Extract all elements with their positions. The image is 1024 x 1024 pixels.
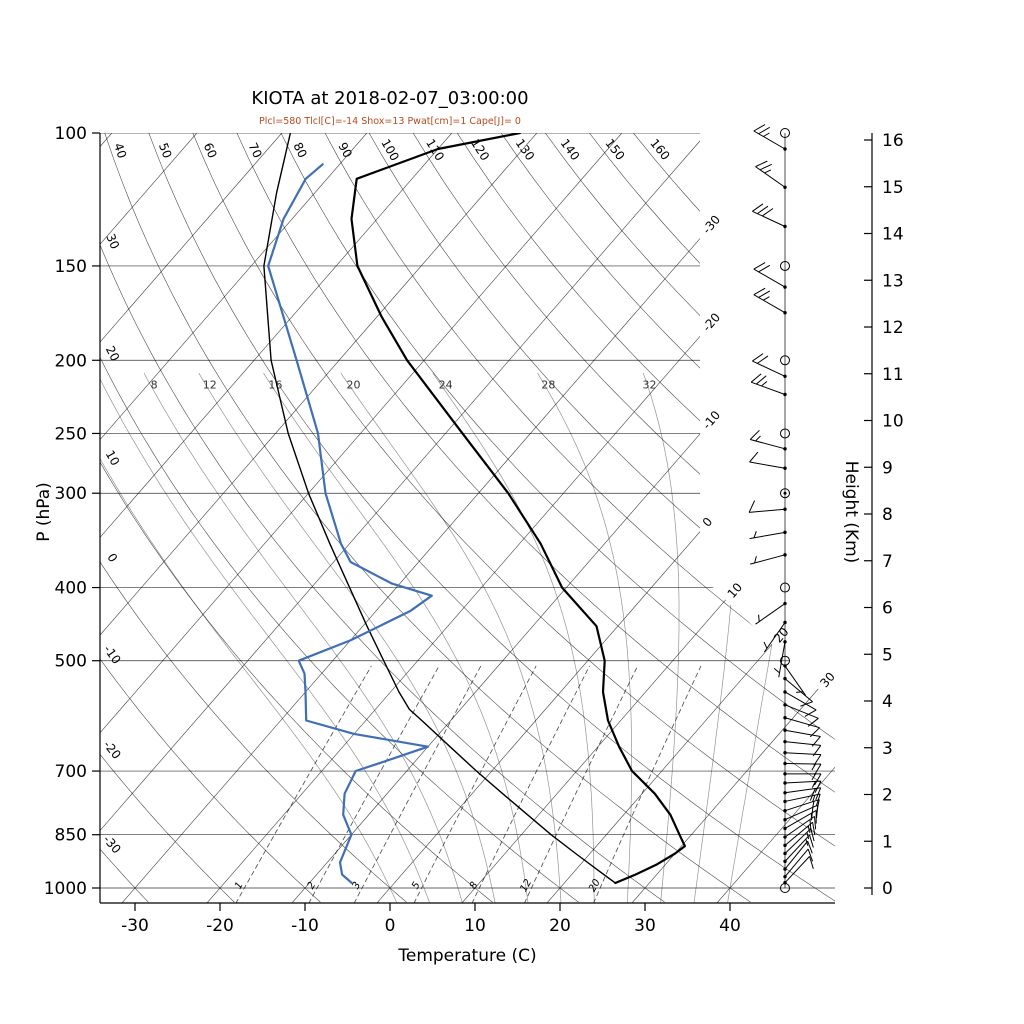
- svg-text:30: 30: [103, 232, 122, 252]
- svg-text:10: 10: [882, 412, 904, 432]
- chart-title: KIOTA at 2018-02-07_03:00:00: [251, 88, 529, 109]
- svg-text:-10: -10: [101, 643, 124, 667]
- svg-text:14: 14: [882, 225, 904, 245]
- svg-text:3: 3: [882, 739, 893, 759]
- svg-text:-30: -30: [700, 213, 723, 237]
- svg-text:3: 3: [351, 880, 364, 891]
- svg-text:300: 300: [55, 484, 87, 504]
- svg-text:16: 16: [882, 131, 904, 151]
- svg-text:10: 10: [464, 916, 486, 936]
- svg-text:-30: -30: [121, 916, 149, 936]
- svg-text:100: 100: [378, 137, 402, 164]
- svg-text:8: 8: [468, 880, 481, 891]
- svg-text:5: 5: [410, 880, 423, 891]
- svg-text:15: 15: [882, 178, 904, 198]
- svg-text:500: 500: [55, 652, 87, 672]
- svg-text:10: 10: [725, 580, 746, 601]
- svg-text:12: 12: [203, 379, 217, 392]
- svg-text:80: 80: [290, 140, 309, 160]
- svg-text:50: 50: [156, 141, 175, 160]
- svg-text:0: 0: [700, 515, 716, 530]
- svg-text:8: 8: [151, 379, 158, 392]
- svg-text:-20: -20: [700, 310, 723, 334]
- svg-text:-20: -20: [100, 738, 123, 762]
- svg-text:7: 7: [882, 552, 893, 572]
- svg-text:6: 6: [882, 599, 893, 619]
- svg-text:12: 12: [882, 318, 904, 338]
- svg-text:2: 2: [306, 880, 319, 891]
- svg-text:24: 24: [439, 379, 453, 392]
- svg-text:4: 4: [882, 692, 893, 712]
- svg-text:130: 130: [513, 136, 538, 163]
- svg-text:400: 400: [55, 579, 87, 599]
- svg-text:-10: -10: [700, 408, 723, 432]
- svg-text:10: 10: [103, 448, 123, 468]
- svg-text:8: 8: [882, 505, 893, 525]
- svg-text:11: 11: [882, 365, 904, 385]
- svg-text:9: 9: [882, 458, 893, 478]
- svg-text:32: 32: [643, 379, 657, 392]
- svg-text:1: 1: [882, 832, 893, 852]
- svg-text:0: 0: [385, 916, 396, 936]
- svg-text:850: 850: [55, 826, 87, 846]
- svg-text:20: 20: [549, 916, 571, 936]
- svg-text:700: 700: [55, 762, 87, 782]
- svg-text:1: 1: [233, 880, 246, 891]
- svg-text:16: 16: [268, 379, 282, 392]
- svg-text:1000: 1000: [44, 879, 87, 899]
- svg-text:100: 100: [55, 124, 87, 144]
- svg-text:-10: -10: [291, 916, 319, 936]
- x-axis-label: Temperature (C): [398, 946, 537, 966]
- svg-text:40: 40: [719, 916, 741, 936]
- svg-text:150: 150: [55, 257, 87, 277]
- svg-text:20: 20: [103, 344, 122, 364]
- svg-text:30: 30: [817, 669, 838, 690]
- y-axis-label-pressure: P (hPa): [34, 482, 54, 542]
- svg-text:-30: -30: [100, 832, 123, 856]
- svg-text:90: 90: [335, 140, 355, 160]
- svg-text:20: 20: [347, 379, 361, 392]
- svg-text:200: 200: [55, 351, 87, 371]
- svg-text:0: 0: [882, 879, 893, 899]
- svg-text:5: 5: [882, 645, 893, 665]
- svg-text:12: 12: [518, 877, 534, 894]
- svg-text:60: 60: [201, 141, 220, 161]
- svg-text:28: 28: [541, 379, 555, 392]
- y-axis-label-height: Height (Km): [841, 460, 861, 564]
- svg-text:30: 30: [634, 916, 656, 936]
- svg-text:160: 160: [647, 136, 672, 163]
- svg-text:250: 250: [55, 424, 87, 444]
- svg-text:-20: -20: [206, 916, 234, 936]
- svg-text:70: 70: [246, 140, 265, 160]
- svg-text:40: 40: [111, 141, 129, 160]
- svg-text:0: 0: [104, 551, 120, 565]
- svg-text:140: 140: [558, 136, 583, 163]
- svg-text:20: 20: [587, 877, 603, 894]
- svg-text:2: 2: [882, 786, 893, 806]
- chart-parameters-line: Plcl=580 Tlcl[C]=-14 Shox=13 Pwat[cm]=1 …: [259, 116, 521, 127]
- svg-text:13: 13: [882, 271, 904, 291]
- svg-text:150: 150: [602, 136, 627, 163]
